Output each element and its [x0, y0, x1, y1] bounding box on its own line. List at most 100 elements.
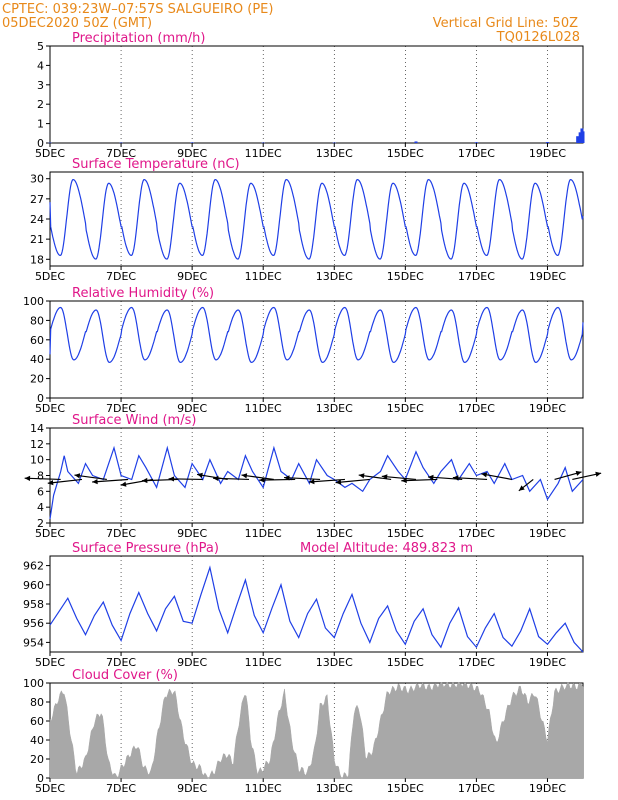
y-tick-label: 27 [30, 193, 44, 206]
wind-arrow-head [308, 478, 315, 485]
wind-arrow-shaft [168, 478, 203, 481]
y-tick-label: 5 [37, 40, 44, 53]
wind-arrow [554, 470, 582, 481]
x-tick-label: 5DEC [35, 527, 65, 540]
wind-arrow-head [335, 479, 342, 485]
wind-arrow-shaft [381, 475, 417, 481]
wind-arrow-head [381, 474, 388, 480]
panel-frame [49, 427, 584, 524]
wind-arrow-shaft [452, 476, 488, 481]
x-tick-label: 11DEC [245, 656, 282, 669]
wind-arrow-head [120, 481, 127, 487]
y-tick-label: 60 [30, 334, 44, 347]
panel-frame [49, 300, 584, 399]
y-tick-label: 960 [23, 579, 44, 592]
y-tick-label: 20 [30, 753, 44, 766]
y-tick-label: 24 [30, 213, 44, 226]
pressure-line [49, 565, 584, 653]
y-tick-label: 962 [23, 560, 44, 573]
x-tick-label: 9DEC [177, 270, 207, 283]
y-tick-label: 0 [37, 137, 44, 150]
panels: 0 12 3 4 5 5DEC 7DEC 9DEC 11DEC 13DEC 15DEC 17DEC 19… [23, 31, 602, 795]
x-tick-label: 17DEC [458, 656, 495, 669]
precip-bar [190, 142, 194, 143]
y-tick-label: 12 [30, 438, 44, 451]
wind-arrow [572, 471, 602, 481]
x-tick-label: 5DEC [35, 270, 65, 283]
x-tick-label: 9DEC [177, 147, 207, 160]
panel-title: Surface Temperature (nC) [72, 157, 240, 172]
x-tick-label: 7DEC [106, 147, 136, 160]
wind-arrow [518, 478, 534, 492]
header-run-time: 05DEC2020 50Z (GMT) [2, 16, 152, 31]
y-tick-label: 80 [30, 696, 44, 709]
y-tick-label: 4 [37, 501, 44, 514]
y-tick-label: 956 [23, 617, 44, 630]
wind-arrow [241, 473, 274, 481]
y-tick-label: 100 [23, 677, 44, 690]
wind-arrow-head [452, 475, 459, 481]
x-tick-label: 11DEC [245, 270, 282, 283]
wind-arrow [401, 477, 438, 484]
x-tick-label: 19DEC [529, 782, 566, 795]
header-product-code: TQ0126L028 [496, 30, 580, 45]
x-tick-label: 13DEC [316, 147, 353, 160]
wind-arrow-shaft [24, 477, 61, 481]
x-tick-label: 7DEC [106, 656, 136, 669]
y-tick-label: 18 [30, 253, 44, 266]
x-tick-label: 13DEC [316, 402, 353, 415]
wind-arrow [74, 473, 107, 481]
y-tick-label: 14 [30, 422, 44, 435]
panel-title: Relative Humidity (%) [72, 286, 214, 301]
x-tick-label: 11DEC [245, 527, 282, 540]
y-tick-label: 2 [37, 98, 44, 111]
precip-bar [578, 132, 582, 143]
y-tick-label: 6 [37, 485, 44, 498]
panel-pres: 954 956 958 960 962 5DEC 7DEC 9DEC 11DEC 13DEC 15D… [23, 541, 584, 669]
x-tick-label: 5DEC [35, 782, 65, 795]
x-tick-label: 17DEC [458, 527, 495, 540]
y-tick-label: 3 [37, 79, 44, 92]
x-tick-label: 11DEC [245, 782, 282, 795]
x-tick-label: 19DEC [529, 147, 566, 160]
wind-arrow-shaft [212, 477, 250, 481]
wind-arrow [481, 472, 513, 481]
y-tick-label: 40 [30, 734, 44, 747]
wind-arrow-head [259, 477, 265, 483]
wind-arrow-head [284, 475, 290, 481]
x-tick-label: 9DEC [177, 782, 207, 795]
wind-arrow-head [358, 473, 365, 479]
wind-arrow-shaft [74, 474, 107, 481]
panel-frame [49, 171, 584, 267]
panel-frame [49, 45, 584, 144]
wind-arrow-shaft [335, 478, 370, 484]
x-tick-label: 17DEC [458, 402, 495, 415]
panel-subtitle: Model Altitude: 489.823 m [300, 541, 473, 556]
wind-arrow [92, 478, 129, 485]
x-tick-label: 5DEC [35, 402, 65, 415]
panel-rh: 0 20 40 60 80 100 5DEC 7DEC 9DEC 11DEC 13DEC 15DEC 1… [23, 286, 584, 415]
x-tick-label: 7DEC [106, 782, 136, 795]
wind-arrow-head [24, 475, 31, 481]
wind-arrow-head [575, 470, 582, 476]
wind-arrow-shaft [308, 478, 345, 483]
relative-humidity-line [49, 306, 584, 364]
panel-title: Surface Pressure (hPa) [72, 541, 219, 556]
wind-arrow-shaft [47, 478, 83, 484]
wind-arrow-shaft [92, 478, 129, 483]
y-tick-label: 30 [30, 173, 44, 186]
x-tick-label: 19DEC [529, 402, 566, 415]
y-tick-label: 20 [30, 373, 44, 386]
x-tick-label: 9DEC [177, 402, 207, 415]
precip-bar [119, 142, 123, 144]
x-tick-label: 17DEC [458, 147, 495, 160]
x-tick-label: 13DEC [316, 656, 353, 669]
wind-arrow-head [47, 480, 54, 486]
x-tick-label: 15DEC [387, 782, 424, 795]
x-tick-label: 17DEC [458, 782, 495, 795]
wind-arrow-head [595, 471, 602, 477]
x-tick-label: 19DEC [529, 270, 566, 283]
x-tick-label: 7DEC [106, 527, 136, 540]
x-tick-label: 15DEC [387, 147, 424, 160]
